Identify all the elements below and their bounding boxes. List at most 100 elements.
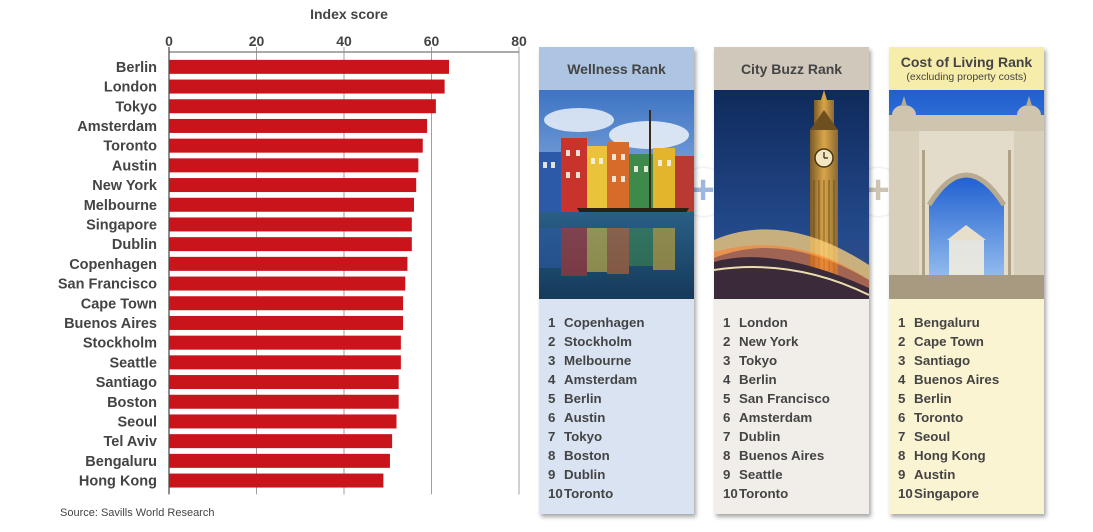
rank-list-item: 10 Toronto [723, 484, 869, 503]
rank-number: 3 [723, 353, 731, 368]
rank-city: New York [739, 334, 799, 349]
rank-city: Boston [564, 448, 610, 463]
rank-number: 8 [898, 448, 906, 463]
big-ben-photo [714, 90, 869, 299]
bar [169, 394, 399, 409]
city-buzz-rank-panel: City Buzz Rank [714, 47, 869, 514]
category-label: Copenhagen [69, 257, 157, 273]
panel-title: Wellness Rank [567, 60, 666, 77]
category-label: Bengaluru [85, 454, 157, 470]
rank-list-item: 3 Melbourne [548, 351, 694, 370]
bar [169, 178, 417, 193]
rank-number: 10 [548, 486, 563, 501]
bar [169, 434, 393, 449]
x-tick-label: 0 [165, 33, 173, 49]
rank-city: Toronto [564, 486, 614, 501]
rank-list-item: 7 Seoul [898, 427, 1044, 446]
rank-list-item: 1 Bengaluru [898, 313, 1044, 332]
wellness-rank-panel: Wellness Rank [539, 47, 694, 514]
rank-list-item: 7 Tokyo [548, 427, 694, 446]
rank-city: Stockholm [564, 334, 632, 349]
rank-list-item: 1 Copenhagen [548, 313, 694, 332]
rank-city: Bengaluru [914, 315, 980, 330]
rank-number: 7 [548, 429, 556, 444]
bar-chart: Index score 0 20 40 60 80 Berlin London Tokyo A… [58, 6, 527, 495]
rank-list-item: 7 Dublin [723, 427, 869, 446]
rank-list-item: 9 Seattle [723, 465, 869, 484]
rank-number: 7 [723, 429, 731, 444]
x-tick-label: 80 [511, 33, 527, 49]
rank-list-item: 3 Santiago [898, 351, 1044, 370]
category-label: Amsterdam [77, 119, 157, 135]
rank-number: 5 [548, 391, 556, 406]
category-label: San Francisco [58, 277, 157, 293]
rank-number: 5 [723, 391, 731, 406]
bar [169, 59, 449, 74]
rank-number: 10 [898, 486, 913, 501]
category-label: Seoul [118, 414, 157, 430]
rank-list-item: 2 Stockholm [548, 332, 694, 351]
rank-list-item: 8 Buenos Aires [723, 446, 869, 465]
bar [169, 453, 390, 468]
rank-list-item: 4 Buenos Aires [898, 370, 1044, 389]
bar [169, 296, 404, 311]
rank-number: 6 [723, 410, 731, 425]
rank-number: 4 [723, 372, 731, 387]
bar [169, 197, 414, 212]
bar [169, 375, 399, 390]
nyhavn-harbour-photo [539, 90, 694, 299]
bar [169, 256, 408, 271]
bar [169, 414, 397, 429]
rank-city: Berlin [564, 391, 602, 406]
category-label: Berlin [116, 60, 157, 76]
category-label: London [104, 80, 157, 96]
category-label: Seattle [109, 355, 157, 371]
panel-title: City Buzz Rank [740, 60, 843, 77]
rank-city: Dublin [564, 467, 606, 482]
bar [169, 237, 412, 252]
rank-city: London [739, 315, 788, 330]
rank-list-item: 9 Austin [898, 465, 1044, 484]
category-label: Austin [112, 158, 157, 174]
rank-city: Singapore [914, 486, 980, 501]
rank-list-item: 6 Toronto [898, 408, 1044, 427]
cost-of-living-rank-panel: Cost of Living Rank (excluding property … [889, 47, 1044, 514]
city-buzz-rank-list: 1 London 2 New York 3 Tokyo 4 Berlin 5 San Franci… [714, 299, 869, 503]
bar [169, 118, 428, 133]
category-label: Tel Aviv [104, 434, 157, 450]
panel-subtitle: (excluding property costs) [906, 71, 1027, 83]
bar [169, 473, 384, 488]
rank-city: Tokyo [739, 353, 778, 368]
rank-list-item: 5 Berlin [898, 389, 1044, 408]
bar [169, 79, 445, 94]
panel-header: Cost of Living Rank (excluding property … [889, 47, 1044, 90]
rank-number: 3 [548, 353, 556, 368]
rank-number: 2 [548, 334, 556, 349]
rank-city: Hong Kong [914, 448, 986, 463]
rank-number: 6 [548, 410, 556, 425]
wellness-rank-list: 1 Copenhagen 2 Stockholm 3 Melbourne 4 Amsterda… [539, 299, 694, 503]
rank-number: 4 [548, 372, 556, 387]
rank-number: 5 [898, 391, 906, 406]
rank-city: Copenhagen [564, 315, 645, 330]
rank-number: 6 [898, 410, 906, 425]
category-label: Tokyo [115, 99, 157, 115]
rank-list-item: 5 San Francisco [723, 389, 869, 408]
cost-of-living-rank-list: 1 Bengaluru 2 Cape Town 3 Santiago 4 Buenos Air… [889, 299, 1044, 503]
x-tick-label: 20 [249, 33, 265, 49]
rank-city: Amsterdam [739, 410, 813, 425]
rank-list-item: 10 Toronto [548, 484, 694, 503]
rank-city: Berlin [739, 372, 777, 387]
rank-number: 9 [898, 467, 906, 482]
rank-city: Seoul [914, 429, 951, 444]
bar [169, 276, 406, 291]
bars [169, 59, 449, 488]
rank-number: 9 [548, 467, 556, 482]
rank-number: 8 [548, 448, 556, 463]
palace-gate-photo [889, 90, 1044, 299]
bar [169, 315, 404, 330]
rank-city: Austin [564, 410, 606, 425]
rank-city: Berlin [914, 391, 952, 406]
rank-list-item: 4 Amsterdam [548, 370, 694, 389]
category-label: Boston [107, 395, 157, 411]
